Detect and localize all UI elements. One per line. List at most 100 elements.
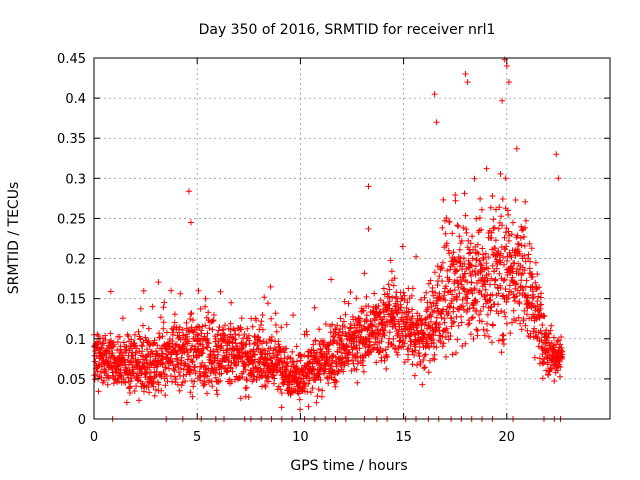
data-point	[342, 311, 349, 318]
data-point	[312, 337, 319, 344]
data-point	[493, 265, 500, 272]
data-point	[529, 294, 536, 301]
data-point	[515, 241, 522, 248]
data-point	[399, 243, 406, 250]
data-point	[162, 382, 169, 389]
data-point	[508, 231, 515, 238]
data-point	[554, 367, 561, 374]
data-point	[456, 290, 463, 297]
data-point	[401, 292, 408, 299]
data-point	[198, 330, 205, 337]
data-point	[401, 359, 408, 365]
data-point	[100, 340, 107, 347]
data-point	[310, 341, 317, 348]
data-point	[469, 290, 476, 297]
data-point	[471, 175, 478, 182]
data-point	[436, 273, 443, 280]
data-point	[546, 331, 553, 337]
data-point	[187, 371, 193, 377]
data-point	[401, 340, 408, 347]
data-point	[421, 365, 427, 372]
data-point	[463, 300, 470, 307]
data-point	[278, 324, 285, 331]
data-point	[513, 293, 520, 300]
data-point	[468, 272, 475, 279]
data-point	[153, 368, 160, 375]
data-point	[304, 353, 311, 360]
data-point	[554, 338, 561, 344]
x-axis-label: GPS time / hours	[290, 458, 407, 474]
data-point	[476, 257, 483, 264]
data-point	[458, 281, 465, 288]
data-point	[521, 307, 528, 314]
data-point	[522, 322, 529, 329]
data-point	[491, 224, 498, 231]
data-point	[143, 370, 150, 377]
data-point	[508, 254, 515, 261]
data-point	[467, 331, 474, 338]
data-point	[526, 240, 533, 247]
data-point	[176, 324, 183, 331]
data-point	[439, 343, 446, 350]
data-point	[500, 254, 507, 261]
data-point	[363, 293, 370, 300]
data-point	[539, 322, 546, 328]
data-point	[479, 245, 486, 252]
data-point	[118, 348, 125, 355]
data-point	[206, 377, 212, 384]
data-point	[496, 270, 503, 277]
data-point	[404, 299, 411, 306]
data-point	[212, 369, 219, 376]
data-point	[145, 384, 152, 391]
data-point	[433, 119, 440, 126]
data-point	[241, 331, 248, 338]
data-point	[501, 309, 508, 316]
data-point	[525, 251, 532, 258]
data-point	[367, 339, 373, 346]
data-point	[357, 322, 364, 329]
data-point	[499, 337, 506, 344]
data-point	[309, 385, 316, 392]
data-point	[434, 263, 441, 270]
data-point	[215, 349, 221, 355]
data-point	[110, 372, 117, 379]
data-point	[337, 315, 344, 322]
data-point	[100, 377, 107, 384]
data-point	[454, 277, 461, 284]
data-point	[409, 348, 416, 355]
data-point	[110, 380, 117, 387]
data-point	[272, 310, 279, 317]
data-point	[363, 316, 370, 323]
data-point	[512, 197, 519, 203]
data-point	[251, 333, 258, 340]
data-point	[297, 406, 304, 413]
data-point	[465, 321, 471, 328]
data-point	[180, 372, 187, 379]
data-point	[487, 296, 494, 303]
data-point	[316, 371, 323, 378]
data-point	[192, 363, 198, 370]
data-point	[206, 325, 213, 332]
data-point	[381, 332, 388, 339]
data-point	[371, 317, 378, 324]
data-point	[511, 249, 518, 256]
data-point	[441, 319, 448, 326]
data-point	[423, 289, 430, 296]
data-point	[545, 372, 552, 379]
data-point	[557, 364, 564, 370]
data-point	[502, 246, 509, 253]
data-point	[249, 360, 256, 367]
data-point	[425, 369, 432, 376]
data-point	[321, 339, 328, 346]
data-point	[499, 222, 505, 229]
data-point	[114, 339, 121, 345]
data-point	[369, 309, 376, 316]
data-point	[518, 271, 525, 278]
data-point	[513, 280, 520, 287]
data-point	[486, 271, 492, 277]
data-point	[151, 337, 158, 344]
data-point	[373, 359, 380, 366]
data-point	[449, 351, 456, 358]
data-point	[192, 370, 199, 377]
data-point	[326, 341, 333, 348]
